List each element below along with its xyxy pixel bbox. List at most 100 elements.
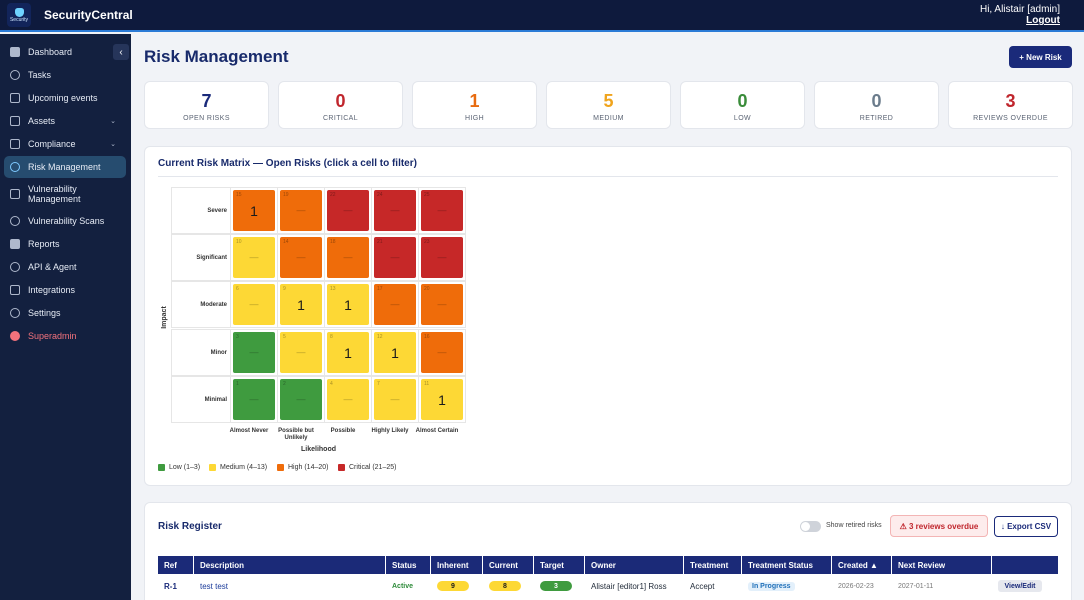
- radar-icon: [10, 216, 20, 226]
- matrix-cell[interactable]: 18 —: [327, 237, 369, 278]
- matrix-cell[interactable]: 20 —: [421, 284, 463, 325]
- column-header-treatment[interactable]: Treatment: [684, 556, 742, 574]
- matrix-cell-score: 23: [424, 239, 430, 245]
- matrix-cell-score: 8: [330, 334, 333, 340]
- column-header-owner[interactable]: Owner: [585, 556, 684, 574]
- stat-card-critical[interactable]: 0 CRITICAL: [278, 81, 403, 129]
- sidebar-item-compliance[interactable]: Compliance ⌄: [4, 133, 126, 155]
- sidebar-item-tasks[interactable]: Tasks: [4, 64, 126, 86]
- column-header-next-review[interactable]: Next Review: [892, 556, 992, 574]
- calendar-icon: [10, 93, 20, 103]
- stat-card-retired[interactable]: 0 RETIRED: [814, 81, 939, 129]
- matrix-cell[interactable]: 22 —: [327, 190, 369, 231]
- risk-register-title: Risk Register: [158, 521, 222, 532]
- app-logo[interactable]: Security: [7, 3, 31, 27]
- matrix-cell[interactable]: 4—: [327, 379, 369, 420]
- sidebar-item-label: API & Agent: [28, 262, 77, 272]
- new-risk-button[interactable]: + New Risk: [1009, 46, 1072, 68]
- sidebar-item-label: Integrations: [28, 285, 76, 295]
- stat-card-low[interactable]: 0 LOW: [680, 81, 805, 129]
- matrix-cell-count: —: [249, 347, 259, 357]
- stat-card-open-risks[interactable]: 7 OPEN RISKS: [144, 81, 269, 129]
- sidebar-item-risk-management[interactable]: Risk Management: [4, 156, 126, 178]
- column-header-description[interactable]: Description: [194, 556, 386, 574]
- stat-card-medium[interactable]: 5 MEDIUM: [546, 81, 671, 129]
- matrix-cell-score: 7: [377, 381, 380, 387]
- sidebar-item-api-agent[interactable]: API & Agent: [4, 256, 126, 278]
- sidebar-item-vulnerability-management[interactable]: Vulnerability Management: [4, 181, 126, 207]
- matrix-cell[interactable]: 14 —: [280, 237, 322, 278]
- stat-value: 3: [1005, 91, 1016, 111]
- legend-critical: Critical (21–25): [338, 464, 396, 471]
- matrix-cell-count: —: [249, 394, 259, 404]
- matrix-cell-score: 13: [330, 286, 336, 292]
- view-edit-button[interactable]: View/Edit: [998, 580, 1042, 592]
- row-label-minor: Minor: [171, 329, 230, 376]
- column-header-current[interactable]: Current: [483, 556, 534, 574]
- matrix-cell[interactable]: 12 1: [374, 332, 416, 373]
- matrix-cell[interactable]: 1—: [233, 379, 275, 420]
- matrix-cell[interactable]: 5—: [280, 332, 322, 373]
- matrix-cell-wrapper: 12 1: [371, 329, 419, 376]
- column-header-treatment-status[interactable]: Treatment Status: [742, 556, 832, 574]
- sidebar-item-integrations[interactable]: Integrations: [4, 279, 126, 301]
- col-label-highly-likely: Highly Likely: [371, 428, 409, 434]
- matrix-cell-wrapper: 19 —: [277, 187, 325, 234]
- reviews-overdue-button[interactable]: ⚠ 3 reviews overdue: [890, 515, 988, 537]
- matrix-cell[interactable]: 10 —: [233, 237, 275, 278]
- key-icon: [10, 262, 20, 272]
- matrix-cell-score: 1: [236, 381, 239, 387]
- risk-owner: Alistair [editor1] Ross: [591, 581, 667, 591]
- column-header-inherent[interactable]: Inherent: [431, 556, 483, 574]
- matrix-cell-wrapper: 18 —: [324, 234, 372, 281]
- stat-label: MEDIUM: [593, 115, 624, 122]
- row-label-severe: Severe: [171, 187, 230, 234]
- row-label-moderate: Moderate: [171, 281, 230, 328]
- sidebar-item-vulnerability-scans[interactable]: Vulnerability Scans: [4, 210, 126, 232]
- matrix-cell[interactable]: 13 1: [327, 284, 369, 325]
- logout-link[interactable]: Logout: [1026, 15, 1060, 26]
- target-score-badge: 3: [540, 581, 572, 591]
- sidebar-item-dashboard[interactable]: Dashboard: [4, 41, 126, 63]
- column-header-ref[interactable]: Ref: [158, 556, 194, 574]
- actions-cell: View/Edit: [992, 576, 1058, 596]
- legend-swatch: [209, 464, 216, 471]
- sidebar-item-superadmin[interactable]: Superadmin: [4, 325, 126, 347]
- sidebar-item-upcoming-events[interactable]: Upcoming events: [4, 87, 126, 109]
- sidebar-item-settings[interactable]: Settings: [4, 302, 126, 324]
- matrix-cell[interactable]: 17 —: [374, 284, 416, 325]
- brand-name[interactable]: SecurityCentral: [44, 8, 133, 22]
- matrix-cell[interactable]: 21 —: [374, 237, 416, 278]
- matrix-cell[interactable]: 6—: [233, 284, 275, 325]
- matrix-cell[interactable]: 3—: [233, 332, 275, 373]
- stat-card-high[interactable]: 1 HIGH: [412, 81, 537, 129]
- crown-icon: [10, 331, 20, 341]
- matrix-cell[interactable]: 11 1: [421, 379, 463, 420]
- matrix-cell-score: 2: [283, 381, 286, 387]
- risk-description-link[interactable]: test test: [200, 581, 229, 591]
- show-retired-toggle[interactable]: [800, 521, 821, 532]
- sidebar-item-assets[interactable]: Assets ⌄: [4, 110, 126, 132]
- stat-card-reviews-overdue[interactable]: 3 REVIEWS OVERDUE: [948, 81, 1073, 129]
- matrix-cell[interactable]: 24 —: [374, 190, 416, 231]
- column-header-created[interactable]: Created ▲: [832, 556, 892, 574]
- matrix-cell[interactable]: 15 1: [233, 190, 275, 231]
- matrix-cell[interactable]: 25 —: [421, 190, 463, 231]
- matrix-cell[interactable]: 23 —: [421, 237, 463, 278]
- sidebar-item-label: Compliance: [28, 139, 76, 149]
- export-csv-button[interactable]: ↓ Export CSV: [994, 516, 1058, 537]
- matrix-cell[interactable]: 16 —: [421, 332, 463, 373]
- column-header-status[interactable]: Status: [386, 556, 431, 574]
- column-header-target[interactable]: Target: [534, 556, 585, 574]
- matrix-cell-score: 19: [283, 192, 289, 198]
- sidebar-item-reports[interactable]: Reports: [4, 233, 126, 255]
- plug-icon: [10, 285, 20, 295]
- matrix-cell[interactable]: 19 —: [280, 190, 322, 231]
- collapse-sidebar-button[interactable]: ‹: [113, 44, 129, 60]
- matrix-cell[interactable]: 7—: [374, 379, 416, 420]
- matrix-cell[interactable]: 2—: [280, 379, 322, 420]
- matrix-cell-count: —: [296, 347, 306, 357]
